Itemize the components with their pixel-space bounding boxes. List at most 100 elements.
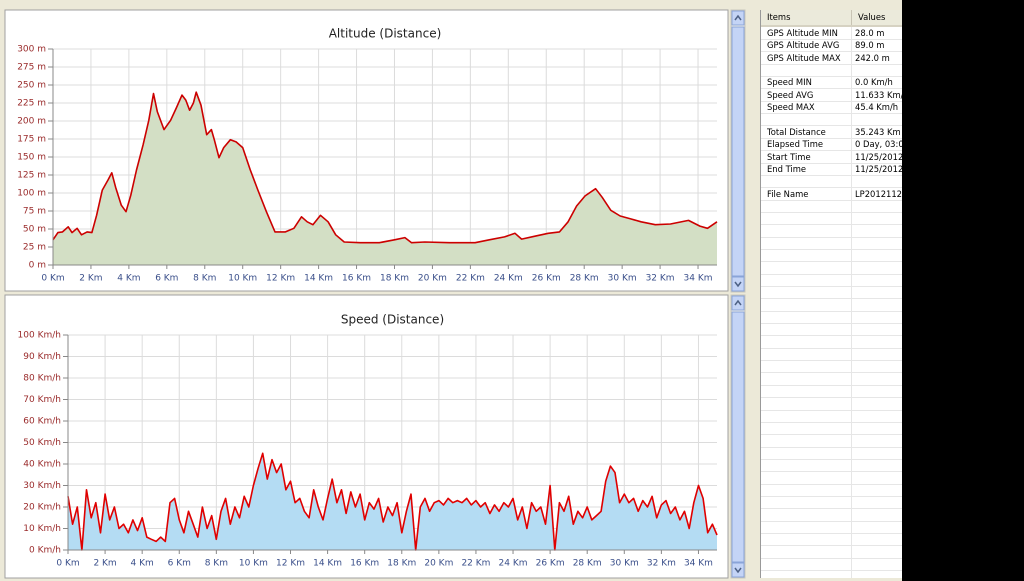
table-cell: GPS Altitude AVG — [767, 40, 840, 51]
x-tick-label: 22 Km — [461, 559, 490, 569]
empty-row — [761, 200, 902, 213]
table-cell: 89.0 m — [855, 40, 885, 51]
table-cell: File Name — [767, 188, 809, 199]
x-tick-label: 32 Km — [646, 274, 675, 284]
area-fill — [68, 453, 717, 550]
x-tick-label: 34 Km — [684, 274, 713, 284]
table-cell: GPS Altitude MIN — [767, 28, 838, 38]
empty-row — [761, 509, 902, 522]
scrollbar[interactable] — [730, 9, 746, 293]
scroll-down[interactable] — [731, 276, 745, 292]
empty-row — [761, 64, 902, 78]
table-row: Start Time 11/25/2012 — [761, 151, 902, 164]
area-fill — [53, 92, 717, 265]
x-tick-label: 12 Km — [276, 559, 305, 569]
y-tick-label: 90 Km/h — [23, 352, 61, 362]
y-tick-label: 70 Km/h — [23, 395, 61, 405]
y-tick-label: 50 m — [23, 225, 46, 235]
x-tick-label: 4 Km — [117, 274, 140, 284]
empty-row — [761, 558, 902, 572]
empty-row — [761, 484, 902, 497]
empty-row — [761, 373, 902, 386]
x-tick-label: 2 Km — [93, 559, 116, 569]
table-cell: Speed MAX — [767, 102, 815, 113]
x-tick-label: 6 Km — [155, 274, 178, 284]
scroll-up[interactable] — [731, 295, 745, 311]
table-row: Elapsed Time 0 Day, 03:0 — [761, 138, 902, 152]
x-tick-label: 26 Km — [536, 559, 565, 569]
table-cell: LP2012112 — [855, 188, 902, 199]
scroll-thumb[interactable] — [731, 26, 745, 277]
x-tick-label: 24 Km — [499, 559, 528, 569]
x-tick-label: 8 Km — [193, 274, 216, 284]
y-tick-label: 150 m — [17, 153, 46, 163]
y-tick-label: 10 Km/h — [23, 524, 61, 534]
y-tick-label: 25 m — [23, 243, 46, 253]
x-tick-label: 30 Km — [608, 274, 637, 284]
x-tick-label: 32 Km — [647, 559, 676, 569]
empty-row — [761, 249, 902, 263]
x-tick-label: 14 Km — [313, 559, 342, 569]
table-cell: 11/25/2012 — [855, 151, 902, 162]
empty-row — [761, 225, 902, 238]
empty-row — [761, 472, 902, 485]
x-tick-label: 34 Km — [684, 559, 713, 569]
x-tick-label: 16 Km — [350, 559, 379, 569]
table-row: Speed MAX 45.4 Km/h — [761, 101, 902, 115]
chart-title: Altitude (Distance) — [329, 27, 442, 41]
table-cell: 28.0 m — [855, 28, 885, 38]
arrow-icon — [734, 281, 742, 288]
table-cell: 0.0 Km/h — [855, 77, 893, 88]
empty-row — [761, 299, 902, 312]
scroll-thumb[interactable] — [731, 311, 745, 563]
table-row: GPS Altitude MIN 28.0 m — [761, 27, 902, 40]
arrow-icon — [734, 299, 742, 306]
x-tick-label: 10 Km — [239, 559, 268, 569]
empty-row — [761, 533, 902, 547]
table-header: Items Values — [761, 10, 902, 27]
table-cell: Speed MIN — [767, 77, 812, 88]
table-row: Speed MIN 0.0 Km/h — [761, 76, 902, 90]
y-tick-label: 125 m — [17, 171, 46, 181]
arrow-icon — [734, 567, 742, 574]
empty-row — [761, 286, 902, 300]
table-cell: 45.4 Km/h — [855, 102, 899, 113]
empty-row — [761, 410, 902, 423]
y-tick-label: 30 Km/h — [23, 481, 61, 491]
table-cell: Total Distance — [767, 126, 826, 137]
scrollbar[interactable] — [730, 294, 746, 579]
scroll-down[interactable] — [731, 562, 745, 578]
table-cell: GPS Altitude MAX — [767, 52, 841, 63]
y-tick-label: 200 m — [17, 117, 46, 127]
scroll-up[interactable] — [731, 10, 745, 26]
empty-row — [761, 447, 902, 460]
table-cell: 11/25/2012 — [855, 163, 902, 174]
empty-row — [761, 262, 902, 275]
y-tick-label: 40 Km/h — [23, 460, 61, 470]
statistics-table: Items Values GPS Altitude MIN 28.0 m GPS A… — [760, 10, 902, 578]
y-tick-label: 300 m — [17, 45, 46, 55]
chart-title: Speed (Distance) — [341, 313, 444, 327]
x-tick-label: 18 Km — [387, 559, 416, 569]
header-cell: Items — [767, 12, 791, 22]
x-tick-label: 2 Km — [79, 274, 102, 284]
table-cell: End Time — [767, 163, 807, 174]
x-tick-label: 6 Km — [168, 559, 191, 569]
table-row: GPS Altitude MAX 242.0 m — [761, 52, 902, 65]
table-cell: Speed AVG — [767, 89, 814, 100]
arrow-icon — [734, 14, 742, 21]
empty-row — [761, 336, 902, 349]
y-tick-label: 0 m — [29, 261, 46, 271]
y-tick-label: 75 m — [23, 207, 46, 217]
table-cell: 0 Day, 03:0 — [855, 139, 902, 150]
empty-row — [761, 496, 902, 510]
empty-row — [761, 348, 902, 362]
empty-row — [761, 175, 902, 189]
empty-row — [761, 521, 902, 534]
column-separator — [851, 27, 852, 578]
x-tick-label: 8 Km — [205, 559, 228, 569]
x-tick-label: 16 Km — [342, 274, 371, 284]
y-tick-label: 275 m — [17, 63, 46, 73]
application-window: Altitude (Distance) 0 m 25 m 50 m 75 m 100 m 1… — [0, 0, 902, 581]
x-tick-label: 22 Km — [456, 274, 485, 284]
